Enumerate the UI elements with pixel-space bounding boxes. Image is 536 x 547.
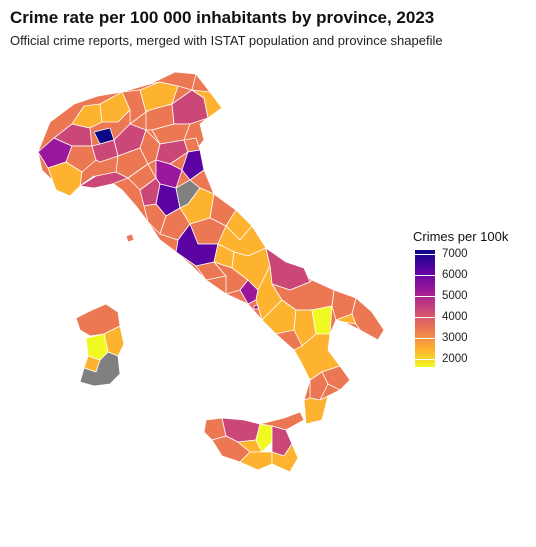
province-bergamo [99, 91, 131, 123]
legend-tick-label: 3000 [442, 332, 468, 344]
province-catanzaro [309, 371, 329, 401]
legend-tick-mark [415, 254, 435, 255]
legend-title: Crimes per 100k [413, 229, 509, 244]
province-lecce [351, 297, 385, 341]
chart-title: Crime rate per 100 000 inhabitants by pr… [10, 8, 435, 27]
legend-tick-mark [415, 338, 435, 339]
province-foggia [265, 247, 311, 291]
province-viterbo [159, 207, 191, 241]
province-rovigo [151, 123, 191, 145]
province-siracusa [271, 443, 299, 473]
province-sud-sardegna [79, 351, 121, 387]
legend-tick-label: 4000 [442, 311, 468, 323]
island-capri [253, 304, 259, 310]
legend-tick-mark [415, 359, 435, 360]
province-torino [53, 123, 93, 147]
legend-tick-label: 7000 [442, 248, 468, 260]
legend-color-bar [415, 250, 435, 367]
legend-tick-mark [415, 275, 435, 276]
legend-tick-label: 6000 [442, 269, 468, 281]
province-udine [191, 89, 223, 119]
italy-province-map [37, 71, 385, 473]
island-elba [125, 233, 135, 243]
legend-tick-label: 5000 [442, 290, 468, 302]
legend-tick-label: 2000 [442, 353, 468, 365]
province-vibo [303, 395, 329, 425]
chart-subtitle: Official crime reports, merged with ISTA… [10, 33, 443, 48]
province-brescia [121, 89, 147, 125]
province-matera [311, 305, 333, 335]
legend-tick-mark [415, 317, 435, 318]
legend-tick-mark [415, 296, 435, 297]
